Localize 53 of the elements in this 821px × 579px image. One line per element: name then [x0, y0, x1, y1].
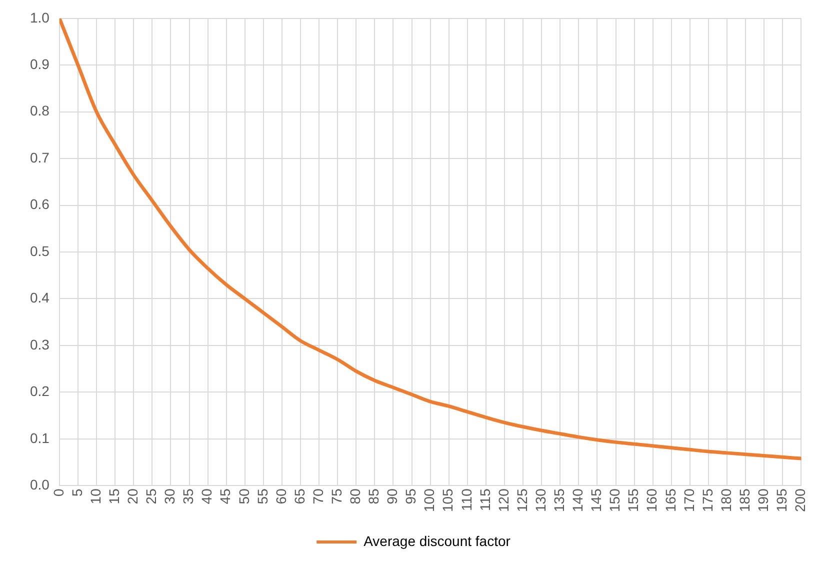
x-tick-label: 10 [87, 488, 104, 504]
x-tick-label: 20 [124, 488, 140, 504]
x-tick-label: 160 [644, 488, 660, 512]
x-tick-label: 90 [384, 488, 400, 504]
x-tick-label: 200 [792, 488, 808, 512]
x-tick-label: 15 [106, 488, 122, 504]
y-tick-label: 0.5 [30, 242, 50, 259]
x-tick-label: 70 [310, 488, 326, 504]
y-tick-label: 0.1 [30, 430, 50, 446]
x-tick-label: 35 [180, 488, 196, 504]
x-tick-label: 40 [198, 488, 215, 504]
x-tick-label: 5 [68, 488, 85, 496]
x-tick-label: 180 [718, 488, 734, 512]
x-tick-label: 85 [366, 488, 382, 504]
x-tick-label: 125 [514, 488, 530, 512]
x-tick-label: 150 [606, 488, 623, 512]
x-tick-label: 165 [662, 488, 678, 512]
legend-label: Average discount factor [364, 532, 511, 549]
x-tick-label: 95 [402, 488, 419, 504]
y-tick-label: 0.0 [30, 476, 50, 492]
x-tick-label: 25 [143, 488, 160, 504]
y-tick-label: 0.6 [30, 196, 50, 212]
x-tick-label: 65 [291, 488, 308, 504]
x-tick-label: 0 [50, 488, 66, 496]
x-tick-label: 135 [550, 488, 567, 512]
x-tick-label: 120 [495, 488, 512, 512]
x-tick-label: 30 [162, 488, 178, 504]
x-tick-label: 185 [736, 488, 752, 512]
x-tick-label: 155 [625, 488, 642, 512]
x-tick-label: 80 [347, 488, 364, 504]
x-tick-label: 55 [254, 488, 270, 504]
x-tick-label: 60 [272, 488, 289, 504]
y-tick-label: 0.7 [30, 149, 50, 166]
y-tick-label: 0.9 [30, 56, 50, 72]
x-tick-label: 75 [328, 488, 344, 504]
x-tick-label: 145 [588, 488, 604, 512]
x-tick-label: 115 [476, 488, 493, 511]
y-tick-label: 1.0 [30, 9, 50, 26]
y-tick-label: 0.2 [30, 383, 50, 400]
x-tick-label: 170 [680, 488, 697, 512]
x-tick-label: 190 [754, 488, 771, 512]
x-tick-label: 195 [774, 488, 790, 512]
x-tick-label: 175 [699, 488, 716, 512]
x-tick-label: 50 [236, 488, 252, 504]
x-tick-label: 110 [458, 488, 474, 511]
x-tick-label: 45 [217, 488, 234, 504]
x-tick-label: 140 [570, 488, 586, 512]
y-tick-label: 0.3 [30, 336, 50, 352]
y-tick-label: 0.4 [30, 290, 50, 306]
x-tick-label: 100 [421, 488, 438, 512]
x-tick-label: 105 [440, 488, 456, 512]
x-tick-label: 130 [532, 488, 548, 512]
y-tick-label: 0.8 [30, 102, 50, 119]
